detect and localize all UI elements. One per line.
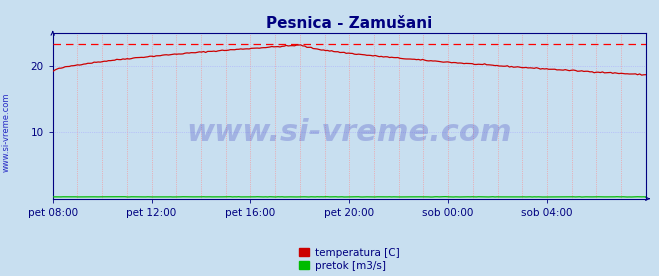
Text: www.si-vreme.com: www.si-vreme.com — [186, 118, 512, 147]
Title: Pesnica - Zamušani: Pesnica - Zamušani — [266, 15, 432, 31]
Text: www.si-vreme.com: www.si-vreme.com — [2, 93, 11, 172]
Legend: temperatura [C], pretok [m3/s]: temperatura [C], pretok [m3/s] — [299, 248, 399, 271]
